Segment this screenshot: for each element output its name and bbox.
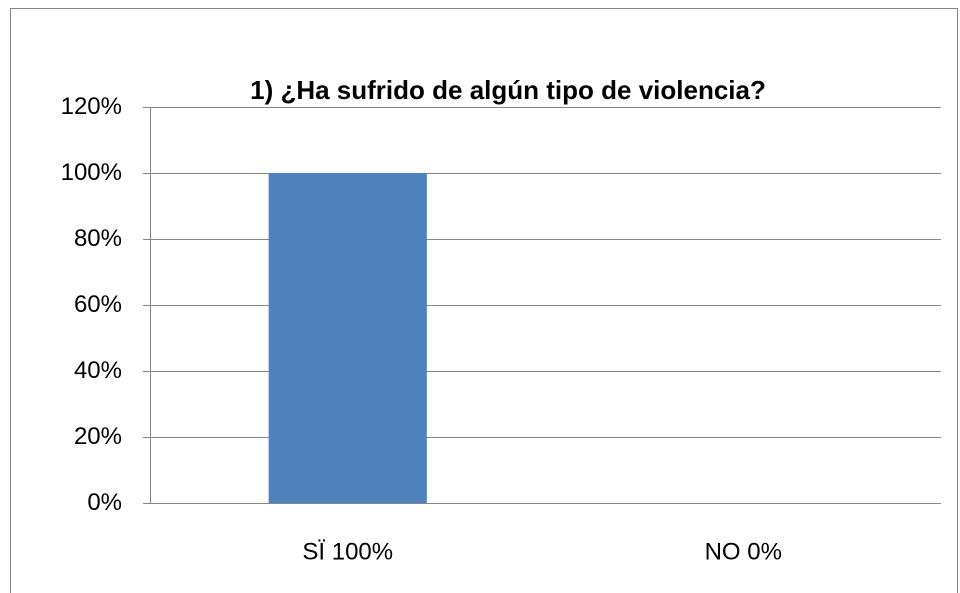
y-tick-label: 100% — [61, 159, 122, 186]
y-tick-label: 120% — [61, 93, 122, 120]
chart-border — [10, 8, 958, 593]
y-tick-label: 60% — [74, 291, 122, 318]
y-tick-label: 80% — [74, 225, 122, 252]
bar — [268, 173, 427, 503]
x-tick-label: SÏ 100% — [302, 538, 393, 565]
y-tick-label: 40% — [74, 357, 122, 384]
x-tick-label: NO 0% — [705, 538, 782, 565]
chart-title: 1) ¿Ha sufrido de algún tipo de violenci… — [250, 75, 766, 105]
y-tick-label: 0% — [87, 489, 122, 516]
y-tick-label: 20% — [74, 423, 122, 450]
